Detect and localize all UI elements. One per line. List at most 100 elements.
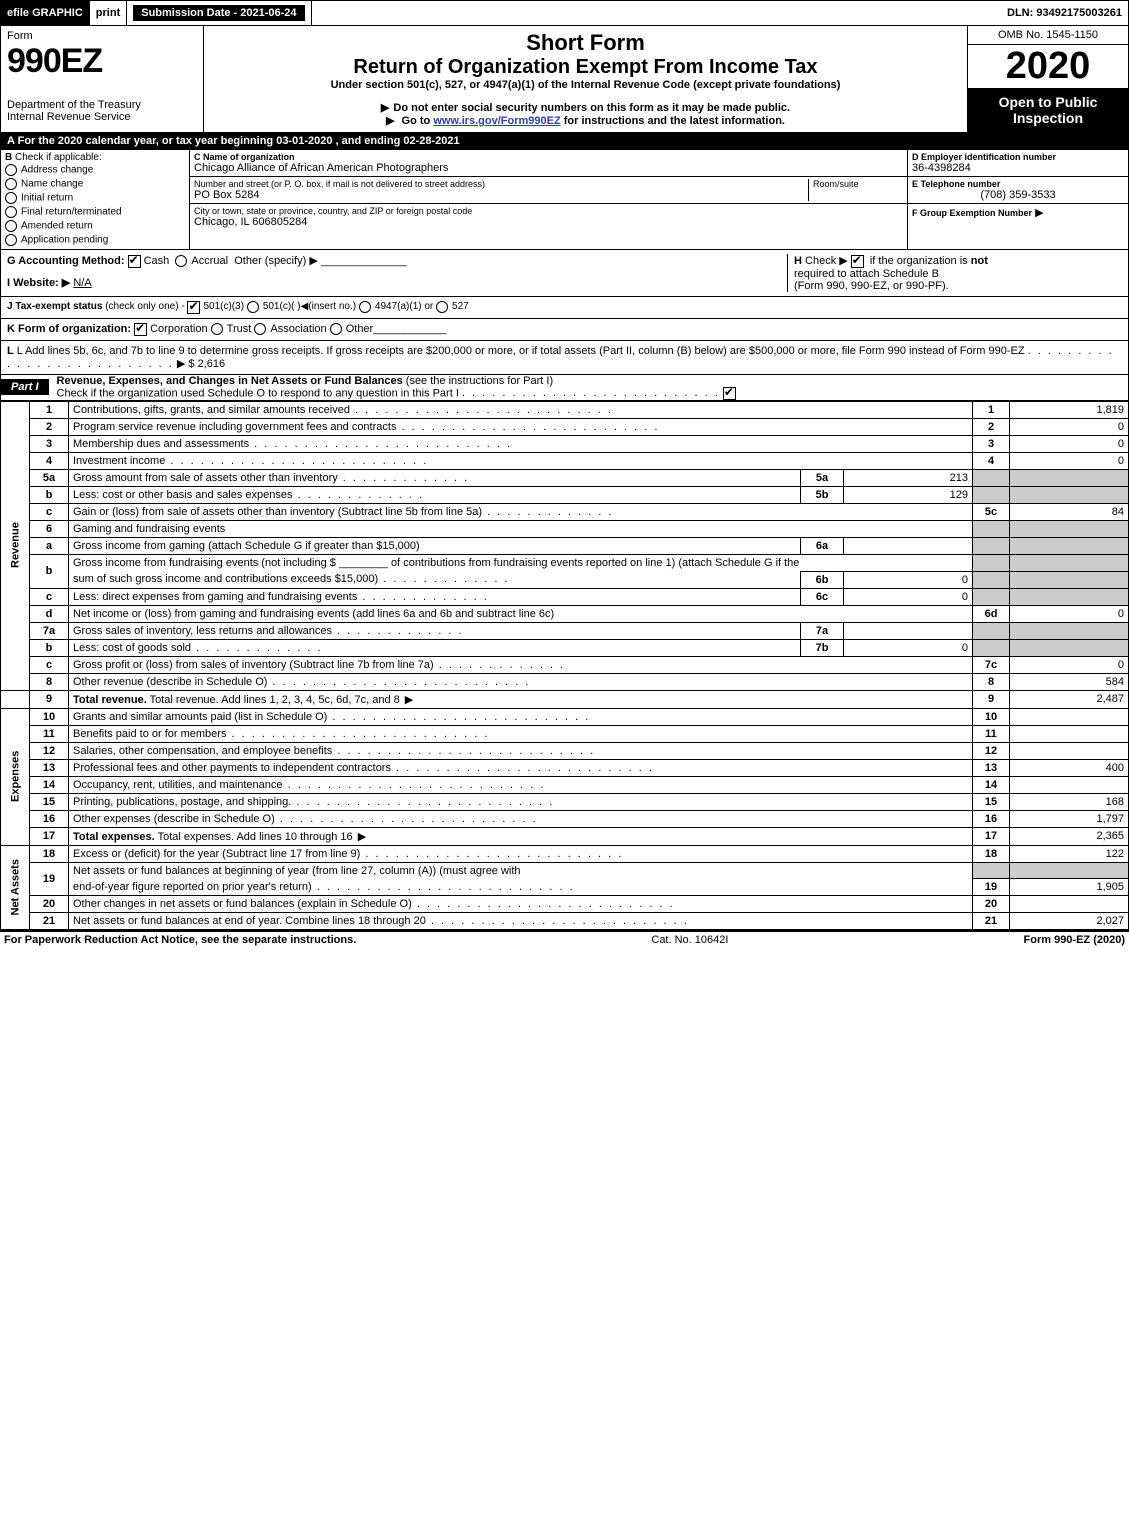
line-19-desc: Net assets or fund balances at beginning… [69,862,973,879]
opt-trust: Trust [227,323,252,336]
line-6c-sub: 6c [801,588,844,605]
opt-assoc: Association [270,323,326,336]
line-17-amt: 2,365 [1010,827,1129,845]
phone-value: (708) 359-3533 [912,189,1124,201]
line-1-amt: 1,819 [1010,401,1129,418]
part1-label: Part I [1,379,49,395]
chk-final-return[interactable]: Final return/terminated [21,207,122,218]
line-6b-subamt: 0 [844,571,973,588]
open-to-public: Open to Public Inspection [968,88,1128,132]
chk-501c3[interactable] [187,301,200,314]
chk-address-change[interactable]: Address change [21,165,93,176]
phone-label: E Telephone number [912,179,1124,189]
chk-accrual[interactable] [175,255,187,267]
line-11-no: 11 [30,725,69,742]
goto-prefix: Go to [402,115,434,127]
line-4-desc: Investment income [73,455,428,467]
chk-schedule-o[interactable] [723,387,736,400]
return-title: Return of Organization Exempt From Incom… [208,56,963,79]
chk-4947[interactable] [359,301,371,313]
ein-value: 36-4398284 [912,162,1124,174]
chk-other-org[interactable] [330,323,342,335]
col-b-label: B [5,152,12,163]
line-8-amt: 584 [1010,673,1129,690]
line-5b-no: b [30,486,69,503]
line-6c-desc: Less: direct expenses from gaming and fu… [73,591,489,603]
print-button[interactable]: print [90,1,127,25]
line-5c-desc: Gain or (loss) from sale of assets other… [73,506,613,518]
line-16-no: 16 [30,810,69,827]
other-label: Other (specify) ▶ [234,255,318,267]
line-6c-no: c [30,588,69,605]
line-6d-box: 6d [973,605,1010,622]
line-7a-subamt [844,622,973,639]
chk-initial-return[interactable]: Initial return [21,193,73,204]
chk-corp[interactable] [134,323,147,336]
line-3-box: 3 [973,435,1010,452]
line-1-no: 1 [30,401,69,418]
chk-501c[interactable] [247,301,259,313]
line-6b-desc2: of contributions from fundraising events… [391,557,799,569]
line-21-box: 21 [973,913,1010,930]
row-l: L L Add lines 5b, 6c, and 7b to line 9 t… [0,341,1129,375]
line-7c-amt: 0 [1010,656,1129,673]
chk-cash[interactable] [128,255,141,268]
line-5a-subamt: 213 [844,469,973,486]
g-label: G Accounting Method: [7,255,125,267]
line-13-amt: 400 [1010,759,1129,776]
line-20-desc: Other changes in net assets or fund bala… [73,898,675,910]
netassets-side-label: Net Assets [1,845,30,930]
paperwork-notice: For Paperwork Reduction Act Notice, see … [4,934,356,946]
line-5c-no: c [30,503,69,520]
submission-date-box: Submission Date - 2021-06-24 [127,1,311,25]
chk-amended-return[interactable]: Amended return [21,221,93,232]
line-6b-sub: 6b [801,571,844,588]
line-17-desc: Total expenses. Add lines 10 through 16 [158,831,369,843]
part1-check-line: Check if the organization used Schedule … [57,387,459,399]
line-6a-desc: Gross income from gaming (attach Schedul… [69,537,801,554]
line-6-no: 6 [30,520,69,537]
opt-other-org: Other [346,323,374,336]
irs-link[interactable]: www.irs.gov/Form990EZ [433,115,560,127]
expenses-side-label: Expenses [1,708,30,845]
ein-label: D Employer identification number [912,152,1124,162]
line-2-amt: 0 [1010,418,1129,435]
form-number: 990EZ [7,42,197,81]
part1-table: Revenue 1 Contributions, gifts, grants, … [0,401,1129,931]
line-10-box: 10 [973,708,1010,725]
line-15-amt: 168 [1010,793,1129,810]
chk-h[interactable] [851,255,864,268]
chk-trust[interactable] [211,323,223,335]
line-2-box: 2 [973,418,1010,435]
page-footer: For Paperwork Reduction Act Notice, see … [0,930,1129,948]
part1-header: Part I Revenue, Expenses, and Changes in… [0,375,1129,401]
line-21-desc: Net assets or fund balances at end of ye… [73,915,689,927]
chk-application-pending[interactable]: Application pending [21,235,108,246]
line-12-box: 12 [973,742,1010,759]
short-form-title: Short Form [208,30,963,56]
opt-527: 527 [452,301,469,314]
chk-name-change[interactable]: Name change [21,179,83,190]
street-value: PO Box 5284 [194,189,808,201]
goto-suffix: for instructions and the latest informat… [564,115,785,127]
line-11-box: 11 [973,725,1010,742]
group-label: F Group Exemption Number [912,208,1032,218]
group-arrow-icon: ▶ [1035,207,1043,219]
row-g-h: G Accounting Method: Cash Accrual Other … [0,250,1129,297]
line-6a-sub: 6a [801,537,844,554]
city-value: Chicago, IL 606805284 [194,216,903,228]
line-10-no: 10 [30,708,69,725]
line-6b-no: b [30,554,69,588]
k-label: K Form of organization: [7,323,131,336]
line-1-box: 1 [973,401,1010,418]
opt-corp: Corporation [150,323,207,336]
line-14-box: 14 [973,776,1010,793]
chk-assoc[interactable] [254,323,266,335]
chk-527[interactable] [436,301,448,313]
i-label: I Website: ▶ [7,277,70,289]
row-j: J Tax-exempt status (check only one) - 5… [0,297,1129,319]
l-amount-prefix: ▶ $ [177,358,198,370]
line-5c-box: 5c [973,503,1010,520]
line-4-amt: 0 [1010,452,1129,469]
opt-501c3: 501(c)(3) [203,301,244,314]
